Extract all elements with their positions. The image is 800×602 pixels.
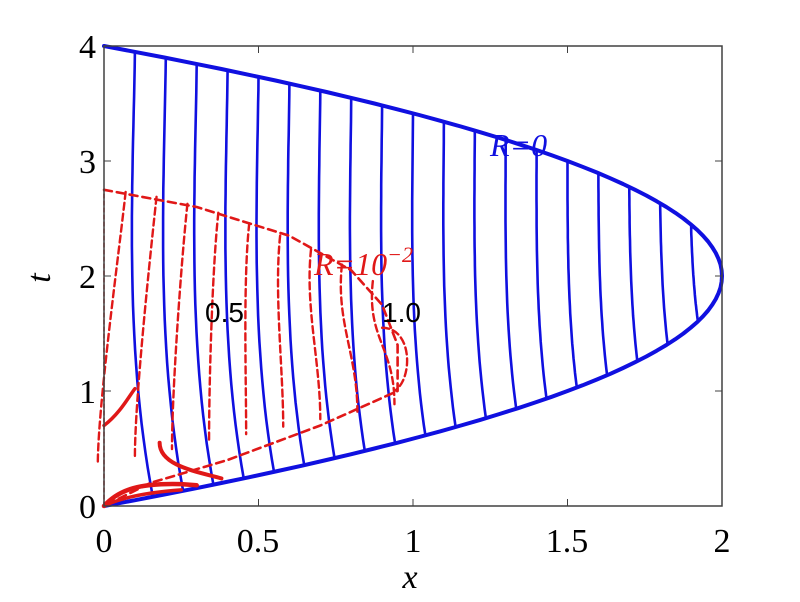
blue-contour-line	[442, 120, 457, 429]
blue-contour-line	[504, 138, 518, 410]
y-tick-3: 3	[79, 144, 96, 181]
x-tick-1.5: 1.5	[546, 523, 589, 560]
red-contour-line	[133, 195, 158, 458]
red-contour-line	[96, 190, 127, 466]
blue-contour-line	[473, 129, 488, 420]
blue-contour-line	[348, 96, 367, 453]
y-tick-1: 1	[79, 374, 96, 411]
blue-contour-line	[535, 148, 548, 400]
y-tick-0: 0	[79, 489, 96, 526]
x-tick-1: 1	[405, 523, 422, 560]
red-solid-curve	[101, 481, 199, 509]
y-tick-2: 2	[79, 259, 96, 296]
red-contour-line	[308, 248, 322, 421]
blue-contour-line	[130, 50, 155, 498]
blue-contour-line	[566, 159, 579, 389]
x-axis-title: x	[401, 559, 417, 596]
red-contour-line	[339, 263, 359, 413]
x-tick-2: 2	[714, 523, 731, 560]
red-solid-curve	[102, 488, 183, 508]
blue-contour-line	[689, 223, 700, 323]
annotation-R-exp: −2	[387, 242, 413, 267]
red-contour-line	[244, 222, 251, 436]
blue-contour-line	[255, 75, 276, 474]
red-contour-line	[170, 202, 189, 451]
y-tick-4: 4	[79, 29, 96, 66]
red-contour-line	[370, 279, 396, 406]
blue-contour-line	[658, 202, 669, 346]
red-contour-line	[207, 211, 220, 443]
blue-contour-line	[317, 89, 336, 460]
annotation-R-base: R=10	[313, 246, 387, 282]
annotation-1.0: 1.0	[382, 297, 421, 328]
x-tick-0.5: 0.5	[237, 523, 280, 560]
red-contour-line	[276, 234, 285, 428]
blue-contour-line	[224, 69, 245, 480]
plot-area	[96, 44, 724, 509]
red-solid-curve	[102, 386, 137, 428]
blue-contour-line	[379, 104, 397, 445]
blue-contour-line	[286, 82, 306, 467]
blue-contour-line	[628, 185, 639, 363]
blue-contour-line	[597, 171, 609, 377]
annotation-0.5: 0.5	[205, 297, 244, 328]
annotation-R-1e-2: R=10−2	[313, 242, 413, 282]
red-loop	[380, 326, 409, 393]
axis-ticks	[104, 46, 722, 506]
x-tick-0: 0	[96, 523, 113, 560]
blue-contour-line	[192, 62, 215, 486]
blue-contour-line	[410, 112, 427, 437]
red-boundary-R1e-2	[102, 188, 399, 508]
red-solid-curve	[157, 440, 224, 481]
y-axis-title: t	[21, 272, 58, 283]
annotation-R0: R=0	[489, 127, 547, 163]
